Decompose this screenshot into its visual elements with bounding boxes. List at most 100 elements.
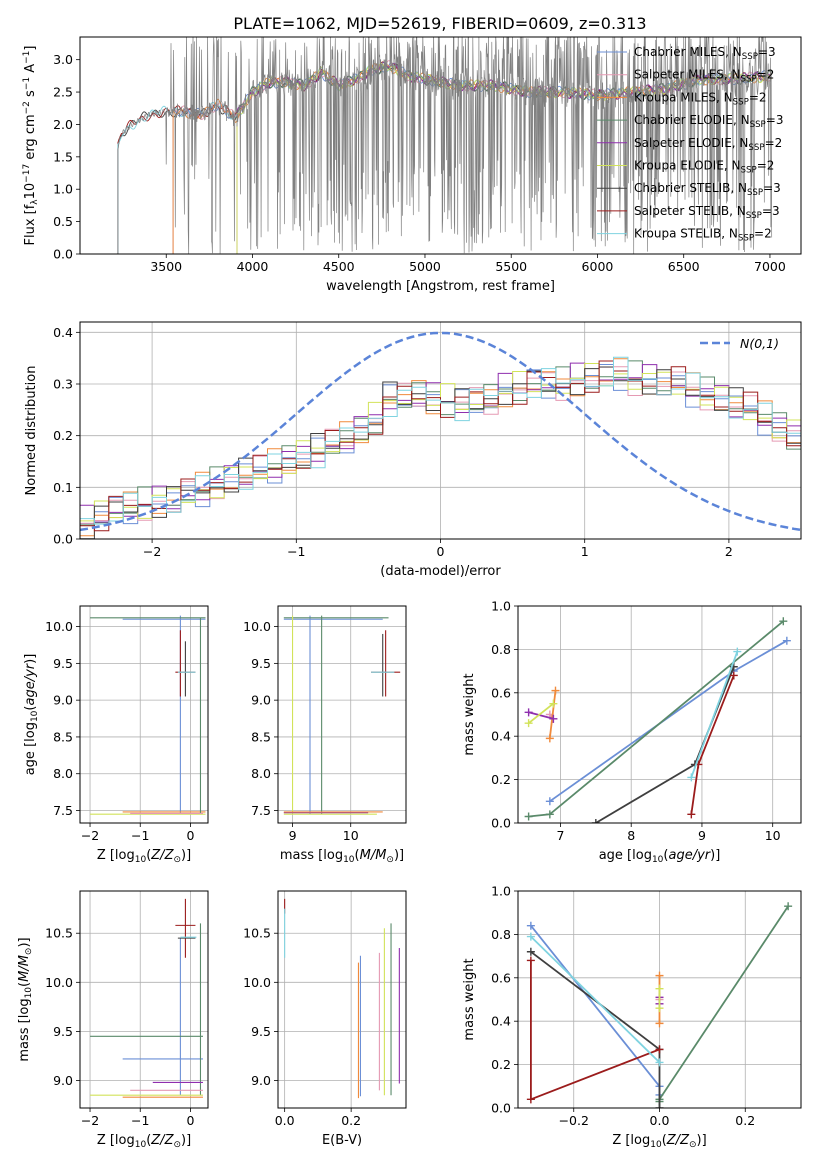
y-tick-label: 10.0 — [45, 619, 73, 634]
chart-massweight-vs-age: 7 8 9 10 0.0 0.2 0.4 0.6 0.8 1.0 age [log10(age/yr… — [462, 599, 802, 865]
legend-entry: Kroupa MILES, NSSP=2 — [634, 90, 767, 107]
plus-marker — [526, 921, 535, 930]
y-tick-label: 10.5 — [243, 926, 271, 941]
legend-entry: Kroupa ELODIE, NSSP=2 — [634, 159, 774, 176]
y-tick-label: 0.6 — [491, 970, 511, 985]
x-tick-label: 0.2 — [735, 1113, 755, 1128]
y-tick-label: 0.4 — [491, 1014, 511, 1029]
x-tick-label: 9 — [289, 828, 297, 843]
y-tick-label: 8.5 — [251, 729, 271, 744]
chart-spectrum: 3500 4000 4500 5000 5500 6000 6500 7000 0.0 0.5 1.… — [22, 36, 802, 294]
x-tick-label: 6500 — [668, 259, 700, 274]
y-tick-label: 0.1 — [53, 480, 73, 495]
x-tick-label: 5000 — [409, 259, 441, 274]
y-tick-label: 0.4 — [53, 325, 73, 340]
y-tick-label: 8.5 — [53, 729, 73, 744]
x-tick-label: −0.2 — [559, 1113, 589, 1128]
x-tick-label: 6000 — [582, 259, 614, 274]
plus-marker — [655, 984, 664, 993]
figure-title: PLATE=1062, MJD=52619, FIBERID=0609, z=0… — [233, 14, 646, 33]
plus-marker — [655, 1045, 664, 1054]
x-axis-label: Z [log10(Z/Z⊙)] — [97, 848, 191, 865]
legend-entry: Salpeter MILES, NSSP=2 — [634, 68, 774, 85]
y-tick-label: 0.8 — [491, 642, 511, 657]
y-tick-label: 0.0 — [491, 1101, 511, 1116]
plus-marker — [545, 734, 554, 743]
x-tick-label: 0 — [186, 1113, 194, 1128]
x-tick-label: −1 — [131, 828, 149, 843]
y-axis-label: age [log10(age/yr)] — [23, 654, 40, 776]
plus-marker — [524, 708, 533, 717]
y-tick-label: 9.0 — [53, 1073, 73, 1088]
mass-weight-line — [530, 935, 661, 1064]
y-tick-label: 2.0 — [53, 117, 73, 132]
plot-content — [117, 37, 773, 254]
y-tick-label: 0.2 — [491, 1057, 511, 1072]
y-tick-label: 0.5 — [53, 214, 73, 229]
gaussian-curve — [80, 331, 801, 532]
chart-mass-vs-Z: −2 −1 0 9.0 9.5 10.0 10.5 Z [log10(Z/Z⊙)] mass [… — [17, 890, 209, 1150]
plot-frame — [79, 36, 802, 255]
plot-area — [278, 891, 406, 1108]
plot-area — [80, 891, 208, 1108]
y-tick-label: 9.5 — [53, 656, 73, 671]
plot-frame — [277, 605, 407, 824]
plot-frame — [517, 605, 802, 824]
plus-marker — [549, 699, 558, 708]
legend-entry: Chabrier ELODIE, NSSP=3 — [634, 113, 783, 130]
y-tick-label: 0.8 — [491, 927, 511, 942]
y-tick-label: 0.0 — [53, 247, 73, 262]
plot-frame — [79, 890, 209, 1109]
x-tick-label: 4500 — [323, 259, 355, 274]
y-axis-label: Flux [fλ10−17 erg cm−2 s−1 A−1] — [22, 46, 40, 246]
plot-area — [278, 606, 406, 823]
chart-residuals: −2 −1 0 1 2 0.0 0.1 0.2 0.3 0.4 N(0,1) (data-model)… — [24, 321, 802, 579]
y-tick-label: 9.0 — [251, 693, 271, 708]
plus-marker — [687, 773, 696, 782]
x-axis-label: (data-model)/error — [380, 564, 501, 579]
y-tick-label: 0.0 — [53, 532, 73, 547]
plot-frame — [79, 321, 802, 540]
plot-area — [518, 606, 801, 823]
plus-marker — [779, 617, 788, 626]
legend-entry: Salpeter ELODIE, NSSP=2 — [634, 136, 782, 153]
y-axis-label: mass weight — [462, 958, 477, 1040]
x-tick-label: 7000 — [754, 259, 786, 274]
plot-frame — [79, 605, 209, 824]
plus-marker — [733, 647, 742, 656]
y-tick-label: 10.5 — [45, 926, 73, 941]
x-axis-label: wavelength [Angstrom, rest frame] — [326, 279, 555, 294]
y-tick-label: 10.0 — [243, 619, 271, 634]
plus-marker — [551, 686, 560, 695]
y-tick-label: 10.0 — [243, 975, 271, 990]
x-axis-label: Z [log10(Z/Z⊙)] — [97, 1133, 191, 1150]
y-tick-label: 7.5 — [251, 803, 271, 818]
plus-marker — [687, 810, 696, 819]
legend-entry: Chabrier MILES, NSSP=3 — [634, 45, 776, 62]
x-tick-label: 0.2 — [341, 1113, 361, 1128]
plus-marker — [784, 902, 793, 911]
x-tick-label: 10 — [343, 828, 359, 843]
plus-marker — [545, 797, 554, 806]
x-tick-label: 7 — [556, 828, 564, 843]
x-tick-label: 3500 — [150, 259, 182, 274]
y-tick-label: 7.5 — [53, 803, 73, 818]
y-tick-label: 0.2 — [53, 428, 73, 443]
plot-content — [80, 331, 801, 539]
chart-mass-vs-EBV: 0.0 0.2 9.0 9.5 10.0 10.5 E(B-V) — [243, 890, 407, 1148]
y-axis-label: mass [log10(M/M⊙)] — [17, 937, 34, 1061]
y-tick-label: 0.4 — [491, 729, 511, 744]
x-tick-label: 5500 — [495, 259, 527, 274]
mass-weight-line — [548, 690, 557, 739]
plus-marker — [782, 636, 791, 645]
x-tick-label: −2 — [81, 828, 99, 843]
plus-marker — [655, 1058, 664, 1067]
y-tick-label: 0.0 — [491, 816, 511, 831]
mass-weight-line — [690, 651, 739, 778]
y-tick-label: 9.0 — [251, 1073, 271, 1088]
plot-frame — [277, 890, 407, 1109]
plot-content — [524, 617, 791, 823]
x-tick-label: 4000 — [237, 259, 269, 274]
chart-massweight-vs-Z: −0.2 0.0 0.2 0.0 0.2 0.4 0.6 0.8 1.0 Z [log10(Z/Z… — [462, 884, 802, 1150]
plot-content — [283, 615, 401, 815]
